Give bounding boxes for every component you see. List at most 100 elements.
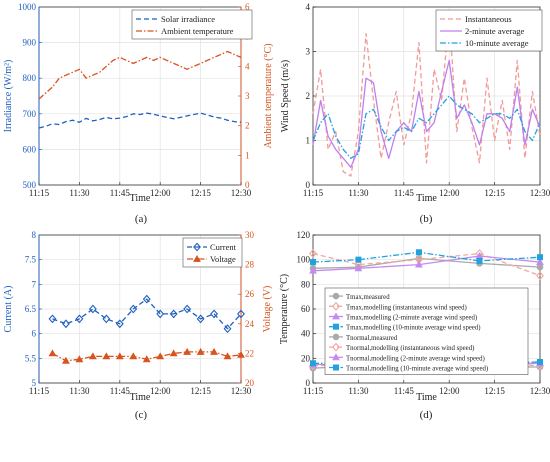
y-tick-label: 600: [23, 144, 37, 154]
y-tick-label: 120: [297, 230, 311, 240]
legend-marker: [193, 254, 201, 262]
legend-label: Tnormal,measured: [346, 335, 398, 342]
y-tick-label: 500: [23, 180, 37, 190]
data-point: [102, 314, 111, 324]
y2-tick-label: 30: [245, 230, 255, 240]
data-point: [223, 324, 232, 334]
y-tick-label: 5.5: [25, 353, 37, 363]
grid: [38, 6, 242, 186]
series-2: [38, 50, 242, 100]
series-2: [312, 59, 541, 168]
y-axis-label: Temperature (°C): [279, 274, 290, 344]
legend-label: Tmax,modelling (10-minute average wind s…: [346, 325, 481, 332]
y-tick-label: 7: [32, 279, 37, 289]
y-axis-label: Irradiance (W/m²): [3, 60, 14, 133]
y-tick-label: 700: [23, 109, 37, 119]
data-point: [237, 309, 245, 319]
y-tick-label: 1000: [18, 2, 37, 12]
y-tick-label: 0: [306, 378, 311, 388]
x-axis-label: Time: [416, 392, 437, 403]
y-tick-label: 4: [306, 2, 311, 12]
legend-label: Current: [210, 242, 237, 252]
data-point: [536, 258, 544, 266]
series-1: [48, 294, 245, 334]
legend-marker: [332, 292, 340, 300]
data-point: [210, 309, 219, 319]
x-axis-label: Time: [416, 193, 437, 204]
data-point: [115, 319, 124, 329]
legend-marker: [332, 353, 340, 361]
data-point: [102, 352, 111, 360]
x-tick-label: 12:00: [439, 188, 460, 198]
y-tick-label: 100: [297, 255, 311, 265]
x-tick-label: 11:15: [29, 386, 50, 396]
y-tick-label: 900: [23, 38, 37, 48]
x-tick-label: 12:00: [439, 386, 460, 396]
y-tick-label: 20: [301, 353, 311, 363]
x-tick-label: 11:45: [394, 188, 415, 198]
x-tick-label: 11:45: [394, 386, 415, 396]
y-tick-label: 5: [32, 378, 37, 388]
legend-label: Voltage: [210, 254, 236, 264]
data-point: [156, 352, 165, 360]
data-point: [88, 304, 97, 314]
y2-axis-label: Ambient temperature (°C): [263, 43, 274, 148]
data-point: [129, 352, 138, 360]
y2-tick-label: 28: [245, 260, 255, 270]
y2-tick-label: 3: [245, 91, 250, 101]
series-line: [38, 50, 242, 100]
legend: Solar irradiance Ambient temperature: [131, 9, 253, 40]
y-tick-label: 6.5: [25, 304, 37, 314]
panel-caption: (d): [420, 409, 433, 421]
data-point: [48, 314, 57, 324]
y-tick-label: 60: [301, 304, 311, 314]
data-point: [169, 309, 178, 319]
x-tick-label: 11:15: [303, 188, 324, 198]
y-tick-label: 80: [301, 279, 311, 289]
x-axis-label: Time: [130, 193, 151, 204]
y-tick-label: 7.5: [25, 255, 37, 265]
legend-marker: [332, 301, 340, 311]
legend: Current Voltage: [182, 237, 243, 268]
series-line: [312, 252, 541, 277]
series-line: [312, 95, 541, 159]
legend-box: [324, 287, 529, 375]
series-3: [309, 251, 544, 274]
y2-tick-label: 22: [245, 348, 254, 358]
x-tick-label: 11:45: [110, 386, 131, 396]
data-point: [309, 360, 316, 367]
legend-label: Tmax,modelling (instantaneous wind speed…: [346, 304, 467, 311]
x-tick-label: 12:00: [150, 386, 171, 396]
data-point: [169, 349, 178, 357]
data-point: [196, 347, 205, 355]
y-axis-label: Current (A): [3, 286, 14, 333]
series-3: [312, 95, 541, 159]
series-2: [48, 347, 245, 364]
data-point: [476, 257, 483, 264]
y-tick-label: 3: [306, 47, 311, 57]
legend: Tmax,measured Tmax,modelling (instantaneo…: [324, 287, 529, 375]
x-tick-label: 11:30: [69, 386, 90, 396]
data-point: [536, 254, 543, 261]
y2-tick-label: 2: [245, 121, 250, 131]
data-point: [415, 260, 423, 268]
x-tick-label: 12:15: [484, 386, 505, 396]
data-point: [415, 249, 422, 256]
legend-marker: [332, 323, 339, 330]
data-point: [223, 352, 232, 360]
y2-tick-label: 20: [245, 378, 255, 388]
legend: Instantaneous 2-minute average 10-minute a…: [435, 9, 543, 52]
legend-label: Solar irradiance: [161, 14, 215, 24]
x-tick-label: 11:15: [303, 386, 324, 396]
x-tick-label: 11:45: [110, 188, 131, 198]
data-point: [536, 359, 543, 366]
x-tick-label: 12:30: [530, 386, 550, 396]
y2-tick-label: 24: [245, 319, 255, 329]
legend-label: Tmax,modelling (2-minute average wind sp…: [346, 315, 477, 322]
legend-label: Tnormal,modelling (10-minute average win…: [346, 366, 488, 373]
series-line: [312, 59, 541, 168]
series-1: [38, 112, 242, 129]
x-tick-label: 12:15: [190, 188, 211, 198]
